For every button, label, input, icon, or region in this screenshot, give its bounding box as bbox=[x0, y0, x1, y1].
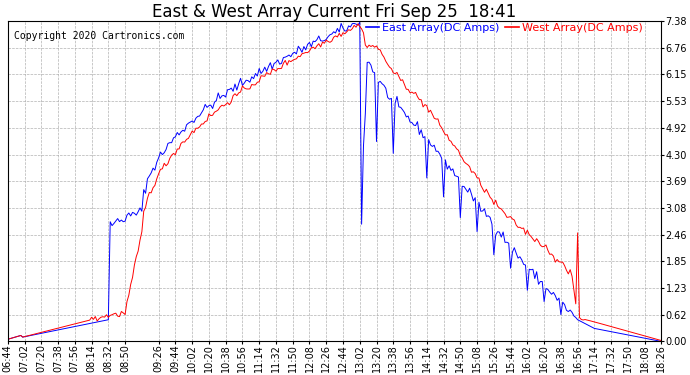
Text: Copyright 2020 Cartronics.com: Copyright 2020 Cartronics.com bbox=[14, 30, 185, 40]
Legend: East Array(DC Amps), West Array(DC Amps): East Array(DC Amps), West Array(DC Amps) bbox=[366, 23, 643, 33]
Title: East & West Array Current Fri Sep 25  18:41: East & West Array Current Fri Sep 25 18:… bbox=[152, 3, 517, 21]
